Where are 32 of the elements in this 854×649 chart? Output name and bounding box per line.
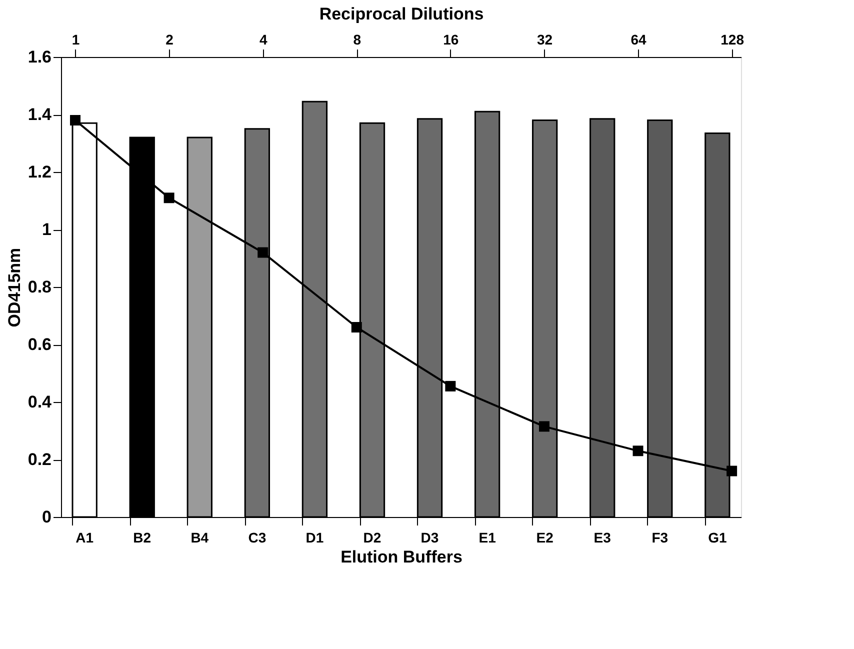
- y-tick-label: 1.6: [28, 48, 52, 66]
- y-tick-label: 0.8: [28, 278, 52, 296]
- y-tick-label: 0: [42, 508, 52, 526]
- x2-tick-label: 4: [259, 32, 268, 48]
- x-tick-label: A1: [76, 530, 94, 546]
- y-tick-label: 1.4: [28, 105, 52, 124]
- x2-tick-label: 16: [443, 32, 459, 48]
- x-tick-label: G1: [708, 530, 727, 546]
- x-tick-label: B2: [133, 530, 152, 546]
- x-tick-label: D1: [306, 530, 324, 546]
- x2-tick-label: 64: [630, 32, 647, 48]
- y-tick-label: 0.2: [28, 450, 52, 469]
- x2-tick-label: 32: [536, 32, 553, 48]
- x-tick-label: F3: [652, 530, 668, 546]
- x2-tick-label: 1: [72, 32, 80, 48]
- y-axis-title: OD415nm: [4, 248, 24, 328]
- x-tick-label: E1: [478, 530, 496, 546]
- x-axis-title: Elution Buffers: [340, 548, 462, 566]
- x2-tick-label: 128: [720, 32, 744, 48]
- y-tick-label: 0.6: [28, 335, 52, 354]
- x2-axis-title: Reciprocal Dilutions: [319, 4, 484, 24]
- x-tick-label: E3: [594, 530, 612, 546]
- x2-tick-label: 8: [353, 32, 362, 48]
- x-tick-label: D2: [363, 530, 382, 546]
- x-tick-label: C3: [248, 530, 266, 546]
- x2-tick-label: 2: [166, 32, 174, 48]
- x-tick-label: E2: [536, 530, 554, 546]
- x-tick-label: B4: [190, 530, 209, 546]
- y-tick-label: 1.2: [28, 162, 52, 182]
- x-tick-label: D3: [420, 530, 439, 546]
- y-tick-label: 1: [42, 220, 52, 239]
- y-tick-label: 0.4: [28, 392, 52, 412]
